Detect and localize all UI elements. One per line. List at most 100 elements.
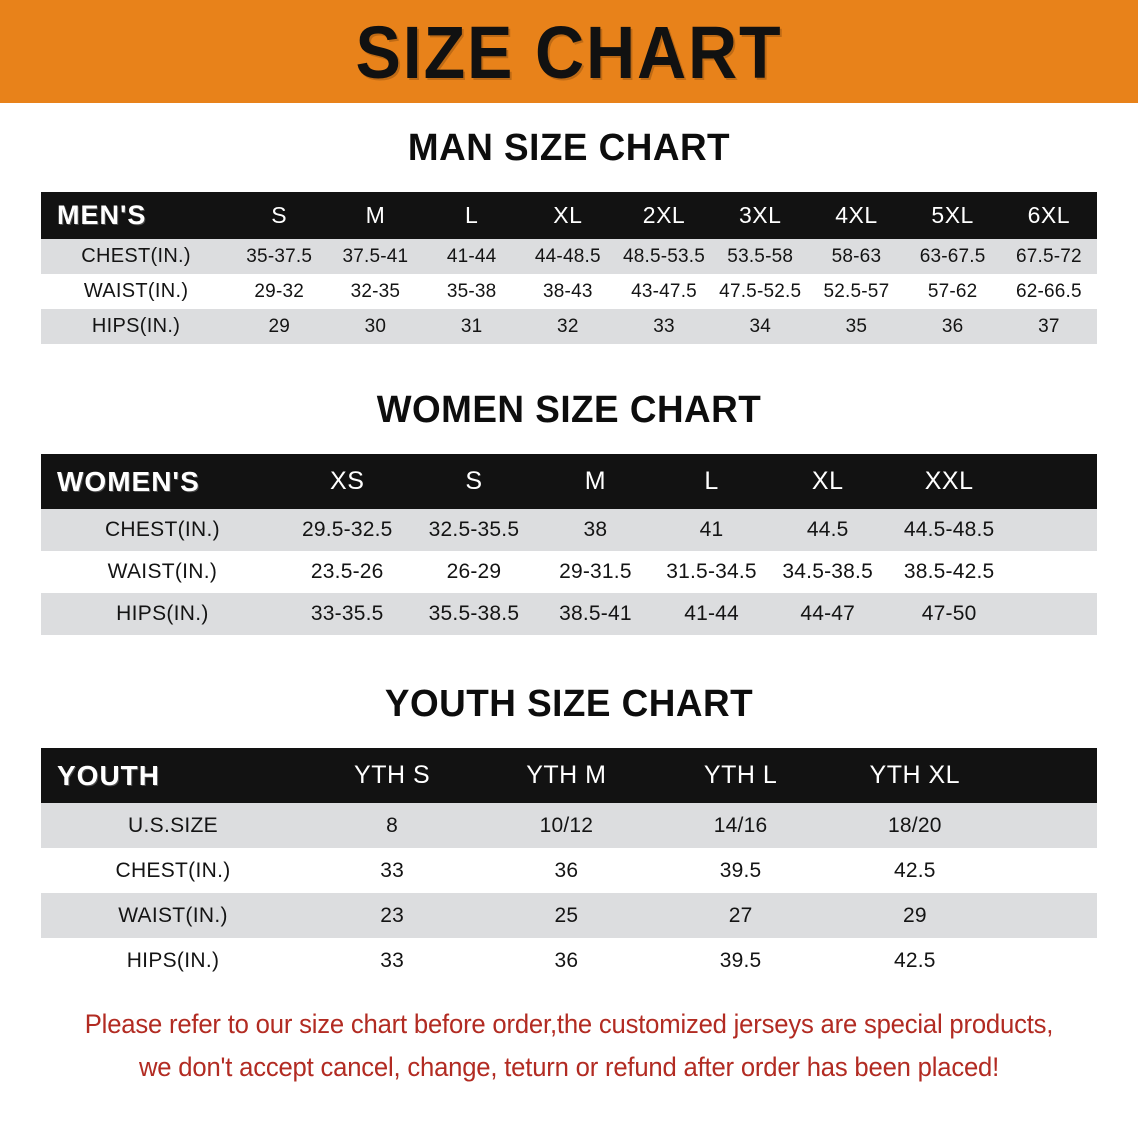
youth-col-header: YTH S <box>354 761 431 789</box>
women-cell: 38 <box>583 518 608 541</box>
youth-cell: 33 <box>380 858 404 882</box>
youth-cell: 39.5 <box>719 948 762 972</box>
women-row-label: WAIST(IN.) <box>107 560 218 583</box>
women-cell-spacer <box>1013 509 1098 551</box>
table-row: WAIST(IN.) 23.5-26 26-29 29-31.5 31.5-34… <box>41 551 1097 593</box>
women-cell: 32.5-35.5 <box>428 518 520 541</box>
women-header-label: WOMEN'S <box>57 465 200 497</box>
man-cell: 36 <box>941 315 964 337</box>
man-cell: 62-66.5 <box>1015 280 1082 302</box>
youth-row-label: CHEST(IN.) <box>115 858 231 882</box>
section-title-youth: YOUTH SIZE CHART <box>384 683 754 725</box>
youth-cell: 42.5 <box>893 858 936 882</box>
man-cell: 44-48.5 <box>534 245 601 267</box>
youth-col-header: YTH M <box>526 761 607 789</box>
youth-cell: 14/16 <box>713 813 768 837</box>
women-cell: 38.5-42.5 <box>903 560 995 583</box>
man-cell: 29 <box>268 315 290 337</box>
youth-cell: 42.5 <box>893 948 936 972</box>
youth-cell: 39.5 <box>719 858 762 882</box>
table-row: WAIST(IN.) 29-32 32-35 35-38 38-43 43-47… <box>41 274 1097 309</box>
youth-col-header: YTH L <box>703 761 778 789</box>
youth-row-label: WAIST(IN.) <box>118 903 228 927</box>
man-cell: 34 <box>749 315 771 337</box>
man-table-header-row: MEN'S S M L XL 2XL 3XL 4XL 5XL 6XL <box>41 192 1097 239</box>
youth-header-label: YOUTH <box>57 759 160 791</box>
youth-row-label: HIPS(IN.) <box>126 948 220 972</box>
table-row: CHEST(IN.) 29.5-32.5 32.5-35.5 38 41 44.… <box>41 509 1097 551</box>
man-col-header: 4XL <box>835 202 878 228</box>
page-title: SIZE CHART <box>355 10 783 94</box>
man-cell: 29-32 <box>254 280 305 302</box>
women-cell: 44-47 <box>800 602 856 625</box>
page-banner: SIZE CHART <box>0 0 1138 103</box>
youth-cell: 10/12 <box>539 813 594 837</box>
women-cell: 23.5-26 <box>310 560 384 583</box>
man-row-label: WAIST(IN.) <box>83 280 189 302</box>
women-cell: 34.5-38.5 <box>782 560 873 583</box>
youth-cell-spacer <box>1002 848 1097 893</box>
table-row: CHEST(IN.) 33 36 39.5 42.5 <box>41 848 1097 893</box>
youth-cell: 18/20 <box>888 813 942 837</box>
women-cell: 44.5-48.5 <box>903 518 995 541</box>
women-cell: 44.5 <box>806 518 849 541</box>
table-row: WAIST(IN.) 23 25 27 29 <box>41 893 1097 938</box>
man-header-label: MEN'S <box>57 200 147 230</box>
disclaimer-text: Please refer to our size chart before or… <box>66 1003 1073 1089</box>
women-cell: 38.5-41 <box>559 602 632 625</box>
women-cell-spacer <box>1013 593 1098 635</box>
man-cell: 37 <box>1038 315 1060 337</box>
youth-cell: 33 <box>380 948 404 972</box>
man-col-header: 2XL <box>642 202 686 228</box>
youth-table-header-row: YOUTH YTH S YTH M YTH L YTH XL <box>41 748 1097 803</box>
man-row-label: HIPS(IN.) <box>91 315 181 337</box>
man-cell: 41-44 <box>446 245 497 267</box>
women-col-header: XXL <box>924 467 974 495</box>
women-cell: 47-50 <box>921 602 977 625</box>
man-cell: 32 <box>557 315 579 337</box>
man-cell: 35-37.5 <box>246 245 313 267</box>
women-cell: 35.5-38.5 <box>428 602 520 625</box>
man-cell: 32-35 <box>350 280 401 302</box>
man-cell: 52.5-57 <box>823 280 890 302</box>
women-col-header: S <box>465 467 483 495</box>
man-cell: 37.5-41 <box>342 245 409 267</box>
women-row-label: CHEST(IN.) <box>104 518 220 541</box>
women-cell: 29-31.5 <box>559 560 632 583</box>
youth-col-header: YTH XL <box>869 761 961 789</box>
women-header-spacer <box>1013 454 1098 509</box>
youth-cell: 25 <box>554 903 579 927</box>
table-row: HIPS(IN.) 29 30 31 32 33 34 35 36 37 <box>41 309 1097 344</box>
man-cell: 67.5-72 <box>1015 245 1082 267</box>
man-col-header: S <box>271 202 288 228</box>
man-cell: 47.5-52.5 <box>719 280 802 302</box>
man-col-header: M <box>365 202 386 228</box>
table-row: CHEST(IN.) 35-37.5 37.5-41 41-44 44-48.5… <box>41 239 1097 274</box>
women-cell: 41-44 <box>684 602 739 625</box>
man-size-table-wrap: MEN'S S M L XL 2XL 3XL 4XL 5XL 6XL CHEST… <box>41 192 1097 344</box>
man-col-header: 3XL <box>739 202 782 228</box>
man-col-header: 6XL <box>1027 202 1071 228</box>
women-cell: 31.5-34.5 <box>666 560 757 583</box>
section-title-man: MAN SIZE CHART <box>407 127 731 169</box>
man-cell: 63-67.5 <box>919 245 986 267</box>
man-cell: 57-62 <box>927 280 978 302</box>
youth-cell-spacer <box>1002 803 1097 848</box>
man-cell: 30 <box>364 315 387 337</box>
women-cell: 29.5-32.5 <box>301 518 393 541</box>
women-row-label: HIPS(IN.) <box>116 602 209 625</box>
youth-cell: 36 <box>554 948 579 972</box>
women-col-header: M <box>584 467 607 495</box>
table-row: U.S.SIZE 8 10/12 14/16 18/20 <box>41 803 1097 848</box>
women-cell-spacer <box>1013 551 1098 593</box>
women-table-header-row: WOMEN'S XS S M L XL XXL <box>41 454 1097 509</box>
youth-cell: 23 <box>380 903 404 927</box>
man-cell: 43-47.5 <box>631 280 697 302</box>
youth-cell: 29 <box>902 903 927 927</box>
women-size-table-wrap: WOMEN'S XS S M L XL XXL CHEST(IN.) 29.5-… <box>41 454 1097 635</box>
youth-row-label: U.S.SIZE <box>128 813 218 837</box>
women-cell: 33-35.5 <box>310 602 384 625</box>
section-title-women: WOMEN SIZE CHART <box>376 389 762 431</box>
women-cell: 26-29 <box>446 560 502 583</box>
